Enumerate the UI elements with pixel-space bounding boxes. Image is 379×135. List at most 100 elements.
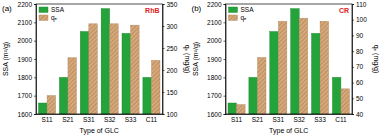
tick-label: 100 (356, 16, 367, 23)
tick-mark (163, 48, 165, 49)
tick-mark (34, 22, 36, 23)
tick-label: 2100 (18, 19, 33, 26)
tick-label: S21 (252, 116, 264, 123)
bar (320, 21, 329, 114)
annotation: CR (339, 7, 349, 14)
tick-mark (224, 77, 226, 78)
bar (89, 24, 98, 114)
panel-label: (b) (192, 4, 202, 13)
bars (228, 9, 349, 114)
bars (39, 9, 160, 114)
tick: S33 (125, 114, 137, 123)
tick: S33 (314, 114, 326, 123)
tick: S32 (293, 114, 305, 123)
tick-label: 100 (167, 111, 178, 118)
bar (143, 77, 152, 114)
tick: 2000 (18, 37, 36, 44)
tick: 2000 (207, 37, 225, 44)
bar (110, 24, 119, 114)
tick: 1900 (18, 56, 36, 63)
tick-label: 50 (356, 95, 364, 102)
tick-label: C11 (146, 116, 158, 123)
bar (291, 9, 300, 114)
bar (122, 33, 131, 114)
tick-label: 70 (356, 63, 364, 70)
tick-mark (224, 41, 226, 42)
tick-label: 300 (167, 23, 178, 30)
tick-mark (224, 114, 226, 115)
tick-label: 1600 (207, 111, 222, 118)
tick-mark (163, 114, 165, 115)
tick: 250 (163, 45, 178, 52)
tick-label: 1700 (18, 92, 33, 99)
tick-mark (163, 4, 165, 5)
tick: S31 (273, 114, 285, 123)
tick-mark (34, 77, 36, 78)
panel-label: (a) (2, 4, 12, 13)
y2-axis-title: qₑ (mg/g) (183, 45, 191, 74)
panel: S11S21S31S32S33C111600170018001900200021… (2, 1, 191, 135)
legend-swatch (39, 15, 48, 21)
tick-label: S33 (314, 116, 326, 123)
tick-label: 2000 (207, 37, 222, 44)
tick: 100 (163, 111, 178, 118)
tick-label: 2000 (18, 37, 33, 44)
axis-line (34, 5, 37, 115)
plot-frame (226, 4, 353, 114)
tick-mark (224, 22, 226, 23)
bar (68, 58, 77, 114)
tick: C11 (335, 114, 347, 123)
tick: 2200 (18, 1, 36, 8)
legend: SSAqₑ (39, 6, 65, 22)
y2-axis: 405060708090100110 (352, 1, 367, 118)
tick-label: 150 (167, 89, 178, 96)
axis-line (226, 114, 353, 115)
bar (299, 18, 308, 114)
tick-label: S31 (83, 116, 95, 123)
tick-label: 1900 (207, 56, 222, 63)
tick: 1700 (18, 92, 36, 99)
bar (332, 77, 341, 114)
tick-mark (352, 20, 354, 21)
tick: 80 (352, 48, 364, 55)
legend-swatch (229, 7, 238, 13)
axis-line (37, 114, 164, 115)
legend-label: SSA (51, 6, 65, 13)
tick: 2100 (207, 19, 225, 26)
tick: 110 (352, 1, 367, 8)
tick-label: 350 (167, 1, 178, 8)
tick-label: S11 (42, 116, 53, 123)
tick-label: S33 (125, 116, 137, 123)
legend-label: SSA (241, 6, 255, 13)
y2-axis-title: qₑ (mg/g) (372, 45, 379, 74)
tick: 200 (163, 67, 178, 74)
tick-mark (224, 59, 226, 60)
y-axis-title: SSA (m²/g) (192, 42, 200, 76)
tick-mark (224, 4, 226, 5)
tick: 60 (352, 79, 364, 86)
bar (80, 32, 89, 115)
tick: 1800 (207, 74, 225, 81)
tick-label: 1800 (18, 74, 33, 81)
tick-label: 1600 (18, 111, 33, 118)
tick-mark (352, 35, 354, 36)
x-axis-title: Type of GLC (269, 127, 308, 135)
bar (228, 103, 237, 114)
figure: S11 S21 S31 S32 S33 C11 1600 1700 1800 1900 2000 21… (0, 0, 379, 135)
tick: 50 (352, 95, 364, 102)
axis-line (224, 5, 227, 115)
tick-mark (352, 67, 354, 68)
tick: 350 (163, 1, 178, 8)
tick-mark (352, 4, 354, 5)
bar (249, 77, 258, 114)
tick-mark (34, 41, 36, 42)
legend-swatch (39, 7, 48, 13)
x-axis: S11S21S31S32S33C11 (37, 114, 164, 123)
tick-label: 80 (356, 48, 364, 55)
tick: 150 (163, 89, 178, 96)
y2-axis: 100 150 200 250 300 350 (163, 1, 178, 118)
bar (237, 105, 246, 114)
tick: 2100 (18, 19, 36, 26)
tick-mark (163, 26, 165, 27)
tick-mark (352, 51, 354, 52)
